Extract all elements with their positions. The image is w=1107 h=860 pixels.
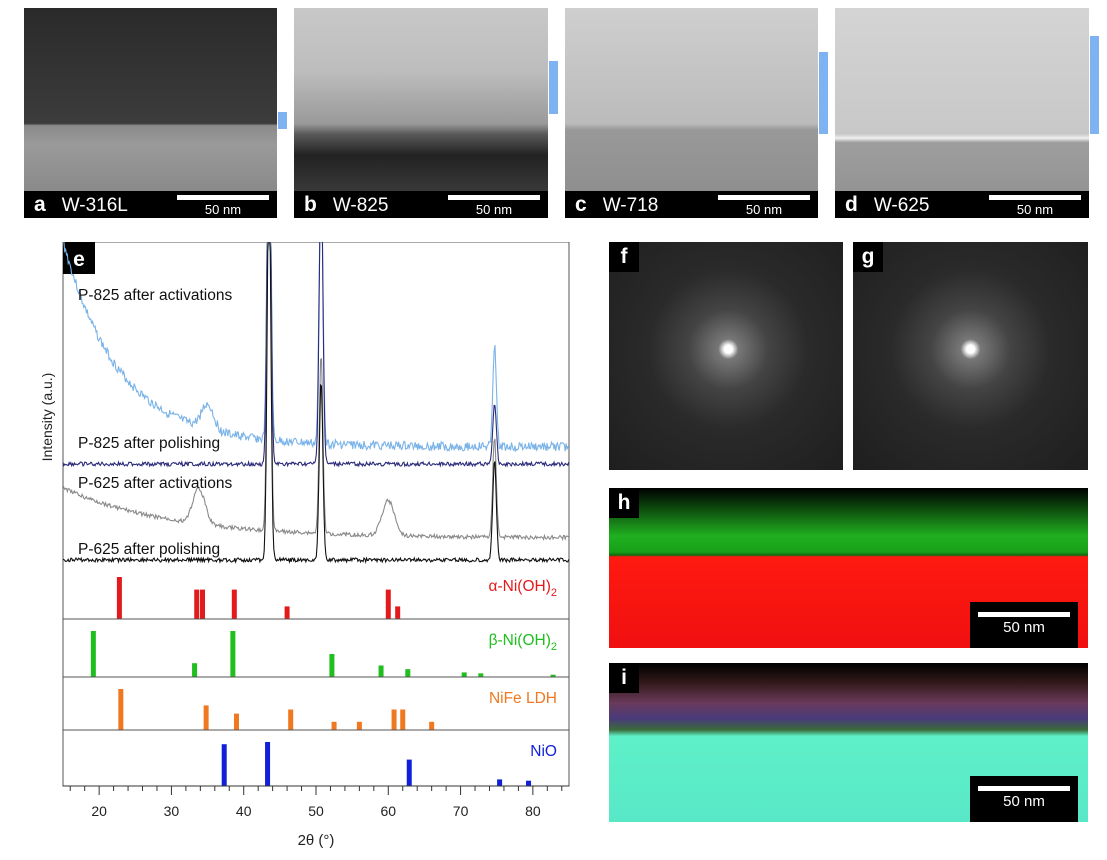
film-thickness-bar: [549, 61, 558, 114]
reference-line: [288, 709, 294, 730]
reference-label: NiO: [530, 743, 557, 760]
spectrum-line: [63, 242, 569, 453]
reference-line: [405, 669, 411, 677]
x-tick-label: 60: [380, 803, 396, 819]
reference-label: β-Ni(OH)2: [489, 632, 557, 653]
tem-panel-a: a W-316L 50 nm: [24, 8, 277, 218]
saed-panel-g: g: [853, 242, 1088, 470]
scale-label: 50 nm: [204, 202, 242, 217]
scale-label: 50 nm: [745, 202, 783, 217]
reference-line: [429, 721, 435, 730]
scale-bar: 50 nm: [981, 191, 1089, 218]
reference-line: [221, 744, 227, 786]
series-label: P-825 after polishing: [78, 435, 220, 452]
reference-line: [400, 709, 406, 730]
sample-label: W-316L: [61, 195, 128, 216]
tem-panel-c: c W-718 50 nm: [565, 8, 818, 218]
reference-line: [391, 709, 397, 730]
reference-line: [231, 589, 237, 619]
x-tick-label: 20: [91, 803, 107, 819]
x-tick-label: 40: [236, 803, 252, 819]
x-tick-label: 70: [453, 803, 469, 819]
x-tick-label: 30: [164, 803, 180, 819]
scale-label: 50 nm: [1016, 202, 1054, 217]
film-thickness-bar: [1090, 36, 1099, 134]
reference-line: [329, 654, 335, 677]
series-label: P-625 after activations: [78, 475, 232, 492]
film-thickness-bar: [278, 112, 287, 129]
scale-label: 50 nm: [475, 202, 513, 217]
panel-letter: b: [304, 193, 317, 216]
panel-label-bg: [63, 242, 95, 274]
panel-label: e: [73, 248, 85, 271]
scale-bar: 50 nm: [169, 191, 277, 218]
reference-line: [284, 606, 290, 619]
reference-line: [90, 631, 96, 677]
reference-line: [356, 721, 362, 730]
x-axis-label: 2θ (°): [298, 832, 335, 849]
reference-line: [233, 713, 239, 730]
reference-label: α-Ni(OH)2: [489, 578, 557, 599]
reference-line: [378, 665, 384, 677]
sample-label: W-625: [873, 195, 930, 216]
series-label: P-625 after polishing: [78, 541, 220, 558]
scale-bar: 50 nm: [970, 602, 1078, 648]
scale-bar: 50 nm: [970, 776, 1078, 822]
panel-letter: d: [845, 193, 858, 216]
reference-line: [200, 589, 206, 619]
scale-label: 50 nm: [1003, 793, 1045, 810]
reference-line: [461, 672, 467, 677]
reference-line: [192, 663, 198, 677]
reference-line: [116, 577, 122, 619]
reference-line: [497, 779, 503, 786]
panel-letter: a: [34, 193, 46, 216]
reference-line: [203, 705, 209, 730]
spectrum-line: [62, 242, 570, 565]
spectrum-line: [62, 242, 570, 468]
reference-line: [550, 674, 556, 677]
reference-label: NiFe LDH: [489, 690, 557, 707]
panel-letter: g: [853, 242, 883, 272]
panel-letter: i: [609, 663, 639, 693]
sample-label: W-718: [602, 195, 659, 216]
y-axis-label: Intensity (a.u.): [39, 373, 55, 462]
saed-panel-f: f: [609, 242, 843, 470]
reference-line: [478, 673, 484, 677]
reference-line: [194, 589, 200, 619]
tem-panel-d: d W-625 50 nm: [835, 8, 1089, 218]
reference-line: [230, 631, 236, 677]
reference-line: [265, 742, 271, 786]
reference-line: [118, 689, 124, 730]
reference-line: [395, 606, 401, 619]
x-tick-label: 50: [308, 803, 324, 819]
scale-bar: 50 nm: [710, 191, 818, 218]
reference-line: [526, 780, 532, 786]
panel-letter: h: [609, 488, 639, 518]
film-thickness-bar: [819, 52, 828, 134]
tem-panel-b: b W-825 50 nm: [294, 8, 548, 218]
xrd-chart: e P-825 after activations P-825 after poli…: [39, 242, 570, 849]
eds-map-h: h 50 nm: [609, 488, 1088, 648]
panel-letter: c: [575, 193, 587, 216]
sample-label: W-825: [332, 195, 389, 216]
panel-letter: f: [609, 242, 639, 272]
reference-line: [385, 589, 391, 619]
spectrum-line: [62, 242, 569, 542]
scale-bar: 50 nm: [440, 191, 548, 218]
eds-map-i: i 50 nm: [609, 663, 1088, 822]
scale-label: 50 nm: [1003, 619, 1045, 636]
reference-line: [331, 721, 337, 730]
x-tick-label: 80: [525, 803, 541, 819]
series-label: P-825 after activations: [78, 287, 232, 304]
reference-line: [406, 759, 412, 786]
